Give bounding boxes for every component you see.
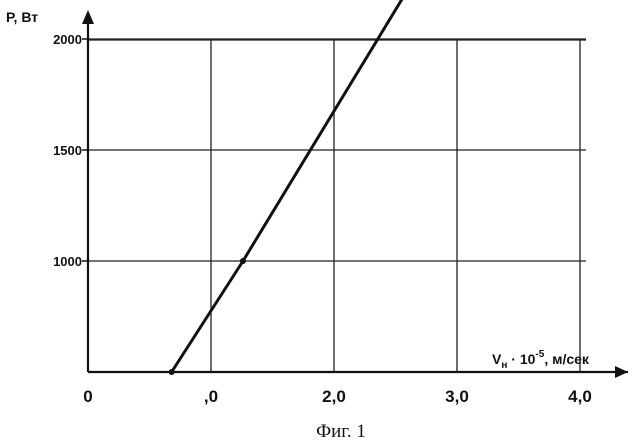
grid-layer [88,0,586,372]
y-axis-label: P, Вт [6,9,38,25]
y-tick-label: 2000 [53,32,82,47]
x-axis-label: Vн · 10-5, м/сек [492,349,590,371]
x-tick-label: ,0 [204,387,218,406]
x-tick-label: 3,0 [445,387,469,406]
data-point [240,258,246,264]
data-point [169,369,175,375]
x-tick-label: 0 [83,387,92,406]
y-axis-arrow [82,10,94,24]
series-layer [169,0,580,375]
y-tick-label: 1500 [53,143,82,158]
axes-layer [82,10,628,378]
x-axis-arrow [615,366,628,378]
figure-caption: Фиг. 1 [316,421,366,442]
x-axis-label-mid: · 10 [507,351,535,367]
y-tick-label: 1000 [53,254,82,269]
ticks-layer: 100015002000250030000,02,03,04,0 [53,0,592,406]
series-line [172,0,580,372]
x-tick-label: 2,0 [322,387,346,406]
x-tick-label: 4,0 [568,387,592,406]
x-axis-label-tail: , м/сек [544,351,590,367]
